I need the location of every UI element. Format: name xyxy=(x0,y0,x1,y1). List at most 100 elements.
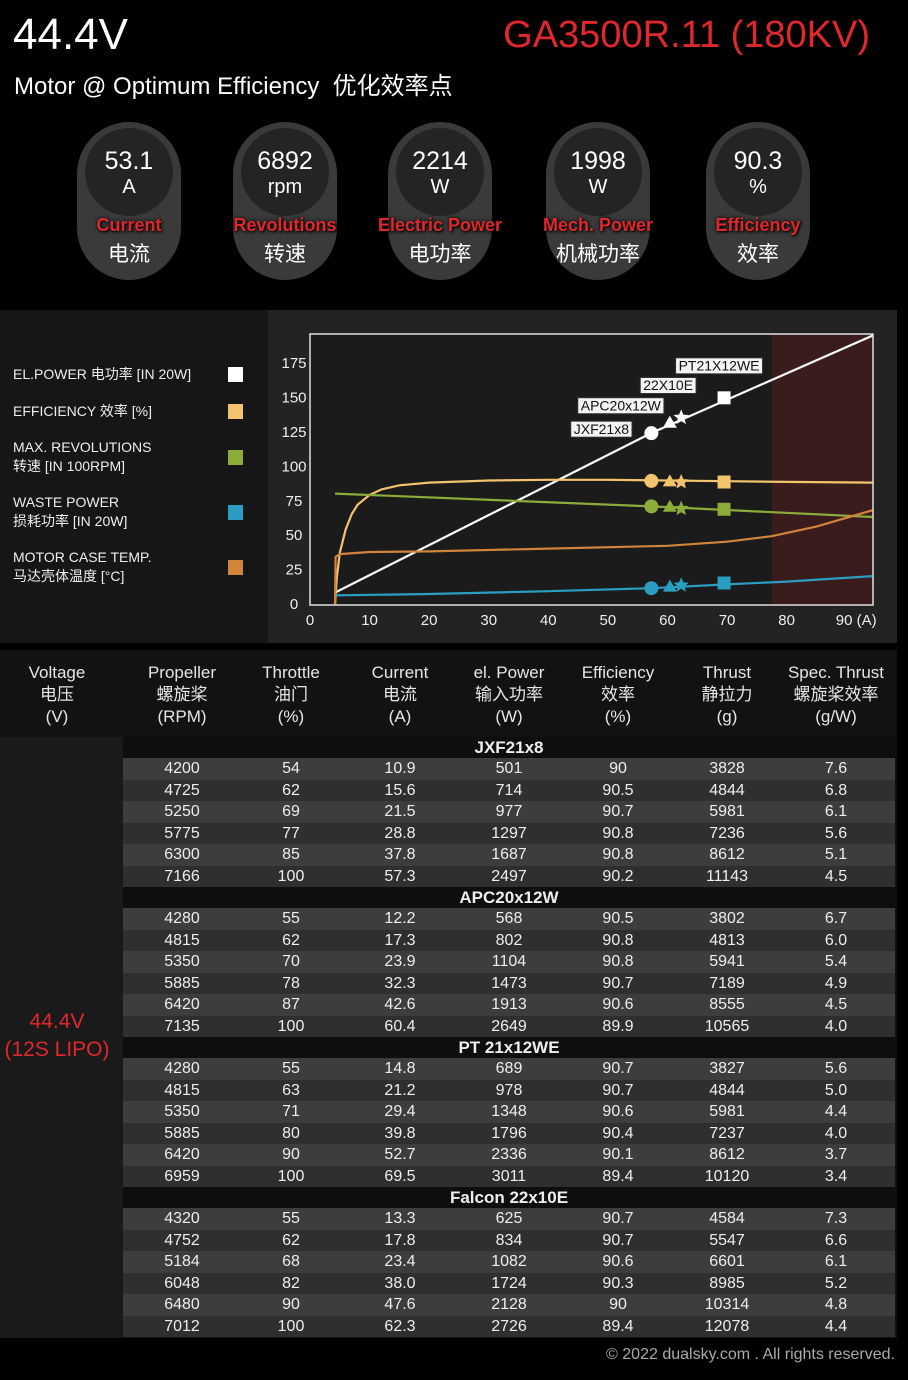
table-cell: 69.5 xyxy=(384,1167,416,1185)
group-name: PT 21x12WE xyxy=(458,1038,560,1057)
group-row xyxy=(123,1037,895,1058)
table-cell: 7189 xyxy=(709,974,745,992)
legend-label: WASTE POWER 损耗功率 [IN 20W] xyxy=(13,494,128,529)
table-cell: 89.4 xyxy=(602,1167,634,1185)
point-star xyxy=(673,409,689,424)
data-row xyxy=(123,801,895,823)
table-cell: 5.0 xyxy=(824,1081,848,1099)
point-triangle xyxy=(662,499,677,512)
gauge-label-cn: 转速 xyxy=(264,243,306,266)
table-cell: 6959 xyxy=(164,1167,200,1185)
table-cell: 15.6 xyxy=(384,781,416,799)
column-header: Voltage 电压 (V) xyxy=(28,663,86,726)
point-square xyxy=(717,502,731,516)
table-cell: 3011 xyxy=(491,1167,527,1185)
point-triangle xyxy=(662,579,677,592)
column-header: Current 电流 (A) xyxy=(371,663,429,726)
data-row xyxy=(123,844,895,866)
data-row xyxy=(123,929,895,951)
table-cell: 12.2 xyxy=(384,910,416,927)
gauge-label: Current xyxy=(96,215,162,235)
table-cell: 100 xyxy=(277,1017,305,1035)
data-row xyxy=(123,1272,895,1294)
gauge-unit: W xyxy=(430,176,450,198)
point-square xyxy=(717,475,731,489)
table-cell: 55 xyxy=(282,1210,300,1227)
table-cell: 6.6 xyxy=(824,1231,848,1249)
table-cell: 90.7 xyxy=(602,1210,634,1227)
table-cell: 3828 xyxy=(709,760,745,777)
x-tick-label: 80 xyxy=(778,612,795,629)
table-cell: 4320 xyxy=(164,1210,200,1227)
table-cell: 21.2 xyxy=(384,1081,416,1099)
table-cell: 7012 xyxy=(164,1317,200,1335)
table-cell: 4752 xyxy=(164,1231,200,1249)
x-tick-label: 30 xyxy=(480,612,497,629)
table-cell: 7.3 xyxy=(824,1210,848,1227)
table-cell: 4.4 xyxy=(824,1103,848,1120)
table-cell: 78 xyxy=(282,974,300,992)
table-cell: 5.2 xyxy=(824,1274,848,1292)
data-row xyxy=(123,1315,895,1337)
table-cell: 60.4 xyxy=(384,1017,416,1035)
table-cell: 62 xyxy=(282,1231,300,1249)
table-cell: 6.0 xyxy=(824,931,848,949)
legend: EL.POWER 电功率 [IN 20W] EFFICIENCY 效率 [%] MA… xyxy=(0,310,268,643)
table-cell: 7236 xyxy=(709,824,745,842)
gauge-face xyxy=(554,128,642,216)
table-cell: 38.0 xyxy=(384,1274,416,1292)
table-cell: 2336 xyxy=(491,1146,527,1163)
gauge-value: 6892 xyxy=(257,147,313,175)
subtitle: Motor @ Optimum Efficiency 优化效率点 xyxy=(14,73,453,100)
data-row xyxy=(123,1229,895,1251)
table-cell: 82 xyxy=(282,1274,300,1292)
table-cell: 4725 xyxy=(164,781,200,799)
table-cell: 57.3 xyxy=(384,867,416,885)
table-cell: 1082 xyxy=(491,1253,527,1270)
table-cell: 11143 xyxy=(705,867,749,885)
table-cell: 4844 xyxy=(709,781,745,799)
gauge-value: 1998 xyxy=(570,147,626,175)
table-cell: 4.4 xyxy=(824,1317,848,1335)
table-cell: 1297 xyxy=(491,824,527,842)
x-tick-label: 70 xyxy=(719,612,736,629)
legend-swatch xyxy=(228,367,243,382)
table-cell: 14.8 xyxy=(384,1060,416,1077)
table-cell: 5941 xyxy=(709,953,745,970)
table-cell: 5350 xyxy=(164,953,200,970)
table-cell: 89.4 xyxy=(602,1317,634,1335)
data-row xyxy=(123,865,895,887)
data-row xyxy=(123,1101,895,1123)
table-cell: 90.1 xyxy=(602,1146,634,1163)
marker-label-box xyxy=(639,377,697,395)
table-cell: 85 xyxy=(282,846,300,863)
table-cell: 1687 xyxy=(491,846,527,863)
table-cell: 70 xyxy=(282,953,300,970)
table-cell: 6.7 xyxy=(824,910,848,927)
table-cell: 90.7 xyxy=(602,1060,634,1077)
table-cell: 6300 xyxy=(164,846,200,863)
table-cell: 90.5 xyxy=(602,910,634,927)
table-cell: 90.7 xyxy=(602,974,634,992)
table-cell: 90.8 xyxy=(602,953,634,970)
table-cell: 90 xyxy=(609,1296,627,1313)
table-cell: 10120 xyxy=(704,1167,750,1185)
point-star xyxy=(673,474,689,489)
table-cell: 90.8 xyxy=(602,824,634,842)
table-cell: 4.0 xyxy=(824,1017,848,1035)
table-cell: 90.4 xyxy=(602,1124,634,1142)
table-cell: 23.4 xyxy=(384,1253,416,1270)
voltage-cell: 44.4V (12S LIPO) xyxy=(4,1010,110,1061)
gauge-label-cn: 电流 xyxy=(108,243,150,266)
table-cell: 89.9 xyxy=(602,1017,634,1035)
data-row xyxy=(123,1165,895,1187)
table-cell: 2649 xyxy=(491,1017,527,1035)
data-row xyxy=(123,972,895,994)
column-header: el. Power 输入功率 (W) xyxy=(473,663,545,726)
table-cell: 1724 xyxy=(491,1274,527,1292)
data-row xyxy=(123,1015,895,1037)
table-cell: 90.8 xyxy=(602,931,634,949)
x-tick-label: 90 (A) xyxy=(836,612,877,629)
table-cell: 3.7 xyxy=(824,1146,848,1163)
